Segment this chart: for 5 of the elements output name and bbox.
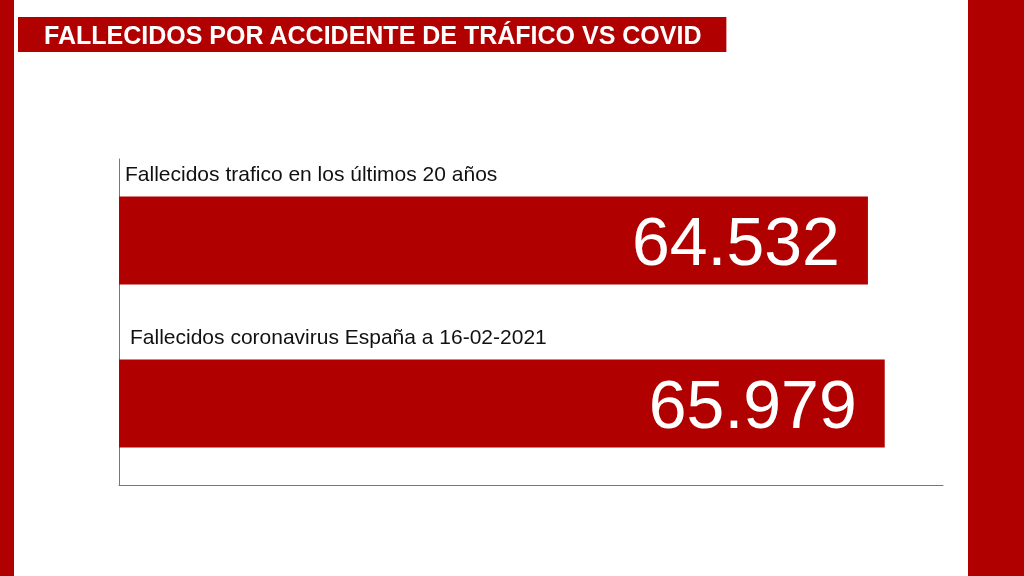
- data-label: 64.532: [631, 202, 840, 279]
- y-tick-label: Fallecidos trafico en los últimos 20 años: [125, 161, 498, 185]
- y-tick-label: Fallecidos coronavirus España a 16-02-2021: [130, 324, 547, 348]
- chart-title: FALLECIDOS POR ACCIDENTE DE TRÁFICO VS COVID: [44, 20, 702, 49]
- data-label: 65.979: [648, 365, 857, 442]
